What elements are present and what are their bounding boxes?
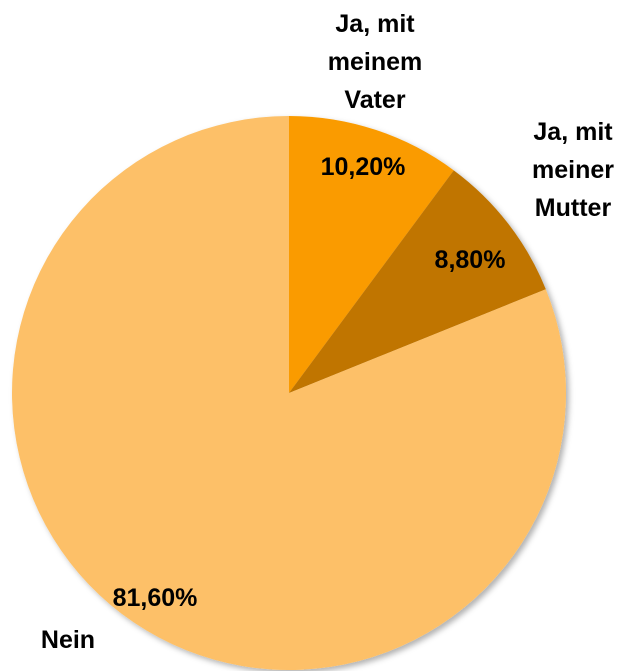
- pie-slice: [289, 116, 454, 393]
- value-label: 81,60%: [112, 584, 198, 612]
- pie-slice: [12, 116, 567, 670]
- pie-slice: [289, 170, 546, 393]
- category-label: Ja, mit meiner Mutter: [532, 118, 614, 222]
- category-label: Nein: [40, 626, 96, 654]
- value-label: 8,80%: [434, 246, 506, 274]
- category-label: Ja, mit meinem Vater: [327, 10, 423, 114]
- value-label: 10,20%: [320, 153, 406, 181]
